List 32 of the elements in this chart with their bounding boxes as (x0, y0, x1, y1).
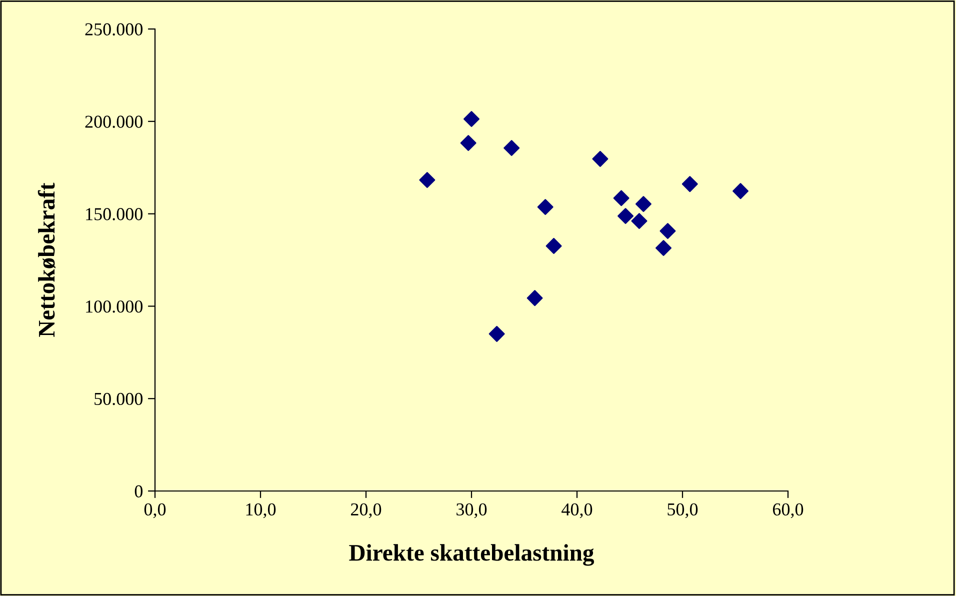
y-tick-label: 250.000 (85, 23, 143, 36)
point (419, 172, 436, 188)
x-axis-title: Direkte skattebelastning (349, 544, 594, 566)
x-tick-label: 60,0 (772, 503, 804, 518)
y-tick-label: 200.000 (85, 116, 143, 128)
point (635, 196, 652, 212)
y-tick-label: 50.000 (94, 392, 143, 406)
point (537, 198, 554, 215)
point (682, 176, 698, 192)
y-axis-title: Nettokøbekraft (38, 182, 56, 337)
point (460, 135, 476, 151)
x-tick-label: 0,0 (144, 503, 166, 518)
point (592, 150, 608, 167)
point (526, 290, 543, 306)
x-tick-label: 10,0 (246, 503, 276, 518)
y-tick-label: 0 (134, 485, 143, 498)
point (631, 213, 648, 229)
y-tick-label: 100.000 (86, 300, 143, 313)
x-tick-label: 30,0 (456, 503, 487, 518)
x-tick-label: 20,0 (350, 503, 382, 518)
point (732, 183, 749, 200)
point (618, 208, 634, 224)
point (546, 238, 562, 254)
point (464, 111, 480, 127)
point (488, 326, 505, 342)
point (656, 240, 672, 256)
x-tick-label: 50,0 (668, 503, 698, 518)
point (660, 223, 676, 239)
y-tick-label: 150.000 (86, 208, 143, 220)
point (504, 140, 520, 156)
x-tick-label: 40,0 (562, 503, 592, 518)
point (613, 190, 630, 206)
